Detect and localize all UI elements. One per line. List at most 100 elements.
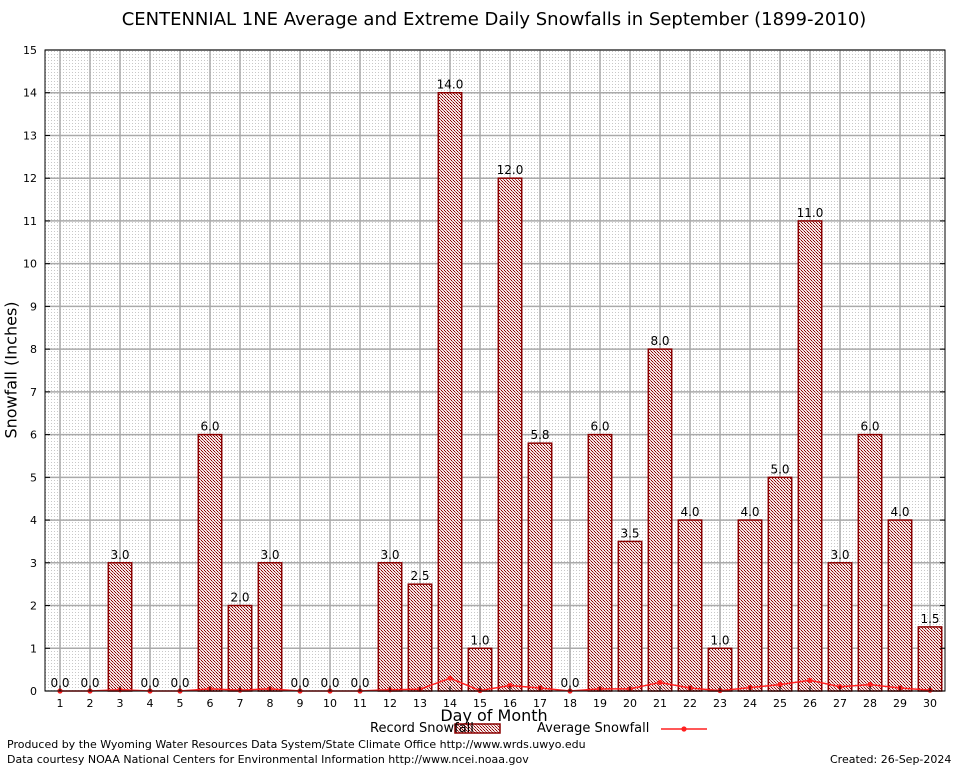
x-tick-label-13: 13	[413, 697, 427, 710]
y-tick-label: 8	[30, 343, 37, 356]
x-tick-label-1: 1	[57, 697, 64, 710]
record-bar-7	[227, 604, 253, 692]
x-tick-label-14: 14	[443, 697, 457, 710]
data-label-3: 3.0	[110, 548, 129, 562]
legend-label-average: Average Snowfall	[537, 721, 650, 736]
y-tick-label: 7	[30, 386, 37, 399]
x-tick-label-22: 22	[683, 697, 697, 710]
data-label-19: 6.0	[590, 420, 609, 434]
x-tick-label-16: 16	[503, 697, 517, 710]
x-tick-label-18: 18	[563, 697, 577, 710]
x-tick-label-27: 27	[833, 697, 847, 710]
x-tick-label-21: 21	[653, 697, 667, 710]
record-bar-14	[437, 91, 463, 692]
record-bar-25	[767, 476, 793, 692]
x-tick-label-8: 8	[267, 697, 274, 710]
x-tick-label-2: 2	[87, 697, 94, 710]
y-tick-label: 1	[30, 642, 37, 655]
y-tick-label: 15	[23, 44, 37, 57]
x-tick-label-10: 10	[323, 697, 337, 710]
legend-swatch-record	[454, 723, 501, 734]
y-tick-label: 10	[23, 258, 37, 271]
y-tick-label: 5	[30, 471, 37, 484]
footer-data-courtesy: Data courtesy NOAA National Centers for …	[7, 753, 529, 766]
record-bar-29	[887, 519, 913, 692]
data-label-17: 5.8	[530, 428, 549, 442]
data-label-22: 4.0	[680, 505, 699, 519]
x-tick-label-29: 29	[893, 697, 907, 710]
y-tick-label: 6	[30, 429, 37, 442]
record-bar-28	[857, 433, 883, 692]
y-tick-label: 4	[30, 514, 37, 527]
x-tick-label-17: 17	[533, 697, 547, 710]
data-label-5: 0.0	[170, 676, 189, 690]
x-tick-label-23: 23	[713, 697, 727, 710]
record-bar-30	[917, 626, 943, 692]
x-tick-label-30: 30	[923, 697, 937, 710]
data-label-2: 0.0	[80, 676, 99, 690]
average-point-28	[867, 681, 873, 688]
data-label-24: 4.0	[740, 505, 759, 519]
record-bar-17	[527, 442, 553, 692]
data-label-25: 5.0	[770, 462, 789, 476]
x-tick-label-11: 11	[353, 697, 367, 710]
x-tick-label-19: 19	[593, 697, 607, 710]
y-tick-label: 13	[23, 129, 37, 142]
record-bar-15	[467, 647, 493, 692]
x-tick-label-24: 24	[743, 697, 757, 710]
data-label-12: 3.0	[380, 548, 399, 562]
x-tick-label-20: 20	[623, 697, 637, 710]
footer-produced-by: Produced by the Wyoming Water Resources …	[7, 738, 586, 751]
data-label-11: 0.0	[350, 676, 369, 690]
data-label-27: 3.0	[830, 548, 849, 562]
average-point-26	[807, 677, 813, 683]
data-label-28: 6.0	[860, 420, 879, 434]
data-label-18: 0.0	[560, 676, 579, 690]
average-snowfall-line	[60, 677, 931, 692]
y-tick-label: 0	[30, 685, 37, 698]
data-label-10: 0.0	[320, 676, 339, 690]
record-bar-22	[677, 519, 703, 692]
record-bar-16	[497, 177, 523, 692]
average-point-21	[657, 679, 663, 686]
x-tick-label-5: 5	[177, 697, 184, 710]
y-tick-label: 12	[23, 172, 37, 185]
x-tick-label-6: 6	[207, 697, 214, 710]
x-tick-label-4: 4	[147, 697, 154, 710]
data-label-16: 12.0	[497, 163, 524, 177]
record-bar-27	[827, 562, 853, 692]
record-bar-26	[797, 220, 823, 692]
data-label-14: 14.0	[437, 78, 464, 92]
y-tick-label: 14	[23, 87, 37, 100]
plot-frame	[44, 49, 946, 692]
data-label-23: 1.0	[710, 633, 729, 647]
x-tick-label-3: 3	[117, 697, 124, 710]
record-bar-12	[377, 562, 403, 692]
record-bar-24	[737, 519, 763, 692]
average-point-14	[447, 675, 453, 681]
data-label-1: 0.0	[50, 676, 69, 690]
record-bar-20	[617, 540, 643, 692]
data-label-26: 11.0	[797, 206, 824, 220]
data-label-8: 3.0	[260, 548, 279, 562]
footer-created: Created: 26-Sep-2024	[830, 753, 952, 766]
chart-title: CENTENNIAL 1NE Average and Extreme Daily…	[121, 9, 867, 30]
data-label-13: 2.5	[410, 569, 429, 583]
record-bar-23	[707, 647, 733, 692]
record-bar-6	[197, 433, 223, 692]
y-tick-label: 9	[30, 300, 37, 313]
data-label-21: 8.0	[650, 334, 669, 348]
x-tick-label-9: 9	[297, 697, 304, 710]
x-tick-label-12: 12	[383, 697, 397, 710]
record-bar-19	[587, 433, 613, 692]
x-tick-label-25: 25	[773, 697, 787, 710]
average-point-16	[507, 682, 513, 689]
y-tick-label: 11	[23, 215, 37, 228]
record-bar-3	[107, 562, 133, 692]
data-label-9: 0.0	[290, 676, 309, 690]
data-label-4: 0.0	[140, 676, 159, 690]
data-label-30: 1.5	[920, 612, 939, 626]
data-label-7: 2.0	[230, 591, 249, 605]
record-bar-21	[647, 348, 673, 692]
